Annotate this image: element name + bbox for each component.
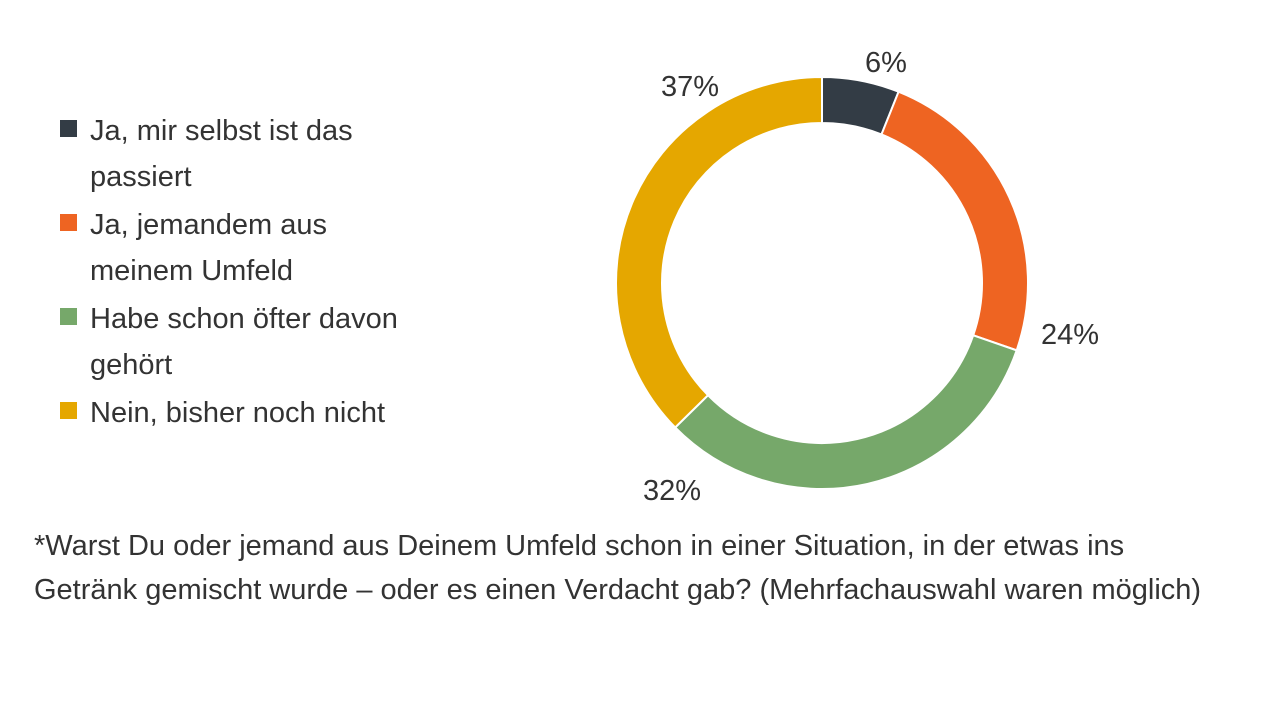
donut-slice-4 (615, 75, 823, 429)
legend-label-selbst-passiert: Ja, mir selbst ist das passiert (90, 115, 353, 193)
legend-swatch-oefter-gehoert (60, 308, 77, 325)
legend-swatch-selbst-passiert (60, 120, 77, 137)
legend-item-umfeld: Ja, jemandem aus meinem Umfeld (60, 202, 480, 294)
donut-segments (615, 75, 1029, 490)
legend-swatch-umfeld (60, 214, 77, 231)
legend-label-noch-nicht: Nein, bisher noch nicht (90, 397, 385, 429)
donut-slice-3 (673, 334, 1018, 490)
legend-item-oefter-gehoert: Habe schon öfter davon gehört (60, 296, 480, 388)
legend-label-oefter-gehoert: Habe schon öfter davon gehört (90, 303, 398, 381)
donut-chart: 6% 24% 32% 37% (615, 47, 1099, 507)
donut-value-label-4: 37% (661, 71, 719, 103)
legend-swatch-noch-nicht (60, 402, 77, 419)
legend-item-noch-nicht: Nein, bisher noch nicht (60, 390, 480, 436)
donut-value-label-2: 24% (1041, 319, 1099, 351)
donut-value-label-3: 32% (643, 475, 701, 507)
donut-slice-2 (880, 90, 1029, 352)
legend-label-umfeld: Ja, jemandem aus meinem Umfeld (90, 209, 327, 287)
legend-item-selbst-passiert: Ja, mir selbst ist das passiert (60, 108, 480, 200)
survey-question-footnote: *Warst Du oder jemand aus Deinem Umfeld … (34, 530, 1202, 606)
donut-labels: 6% 24% 32% 37% (643, 47, 1099, 507)
chart-legend: Ja, mir selbst ist das passiert Ja, jema… (60, 108, 480, 438)
donut-value-label-1: 6% (865, 47, 907, 79)
